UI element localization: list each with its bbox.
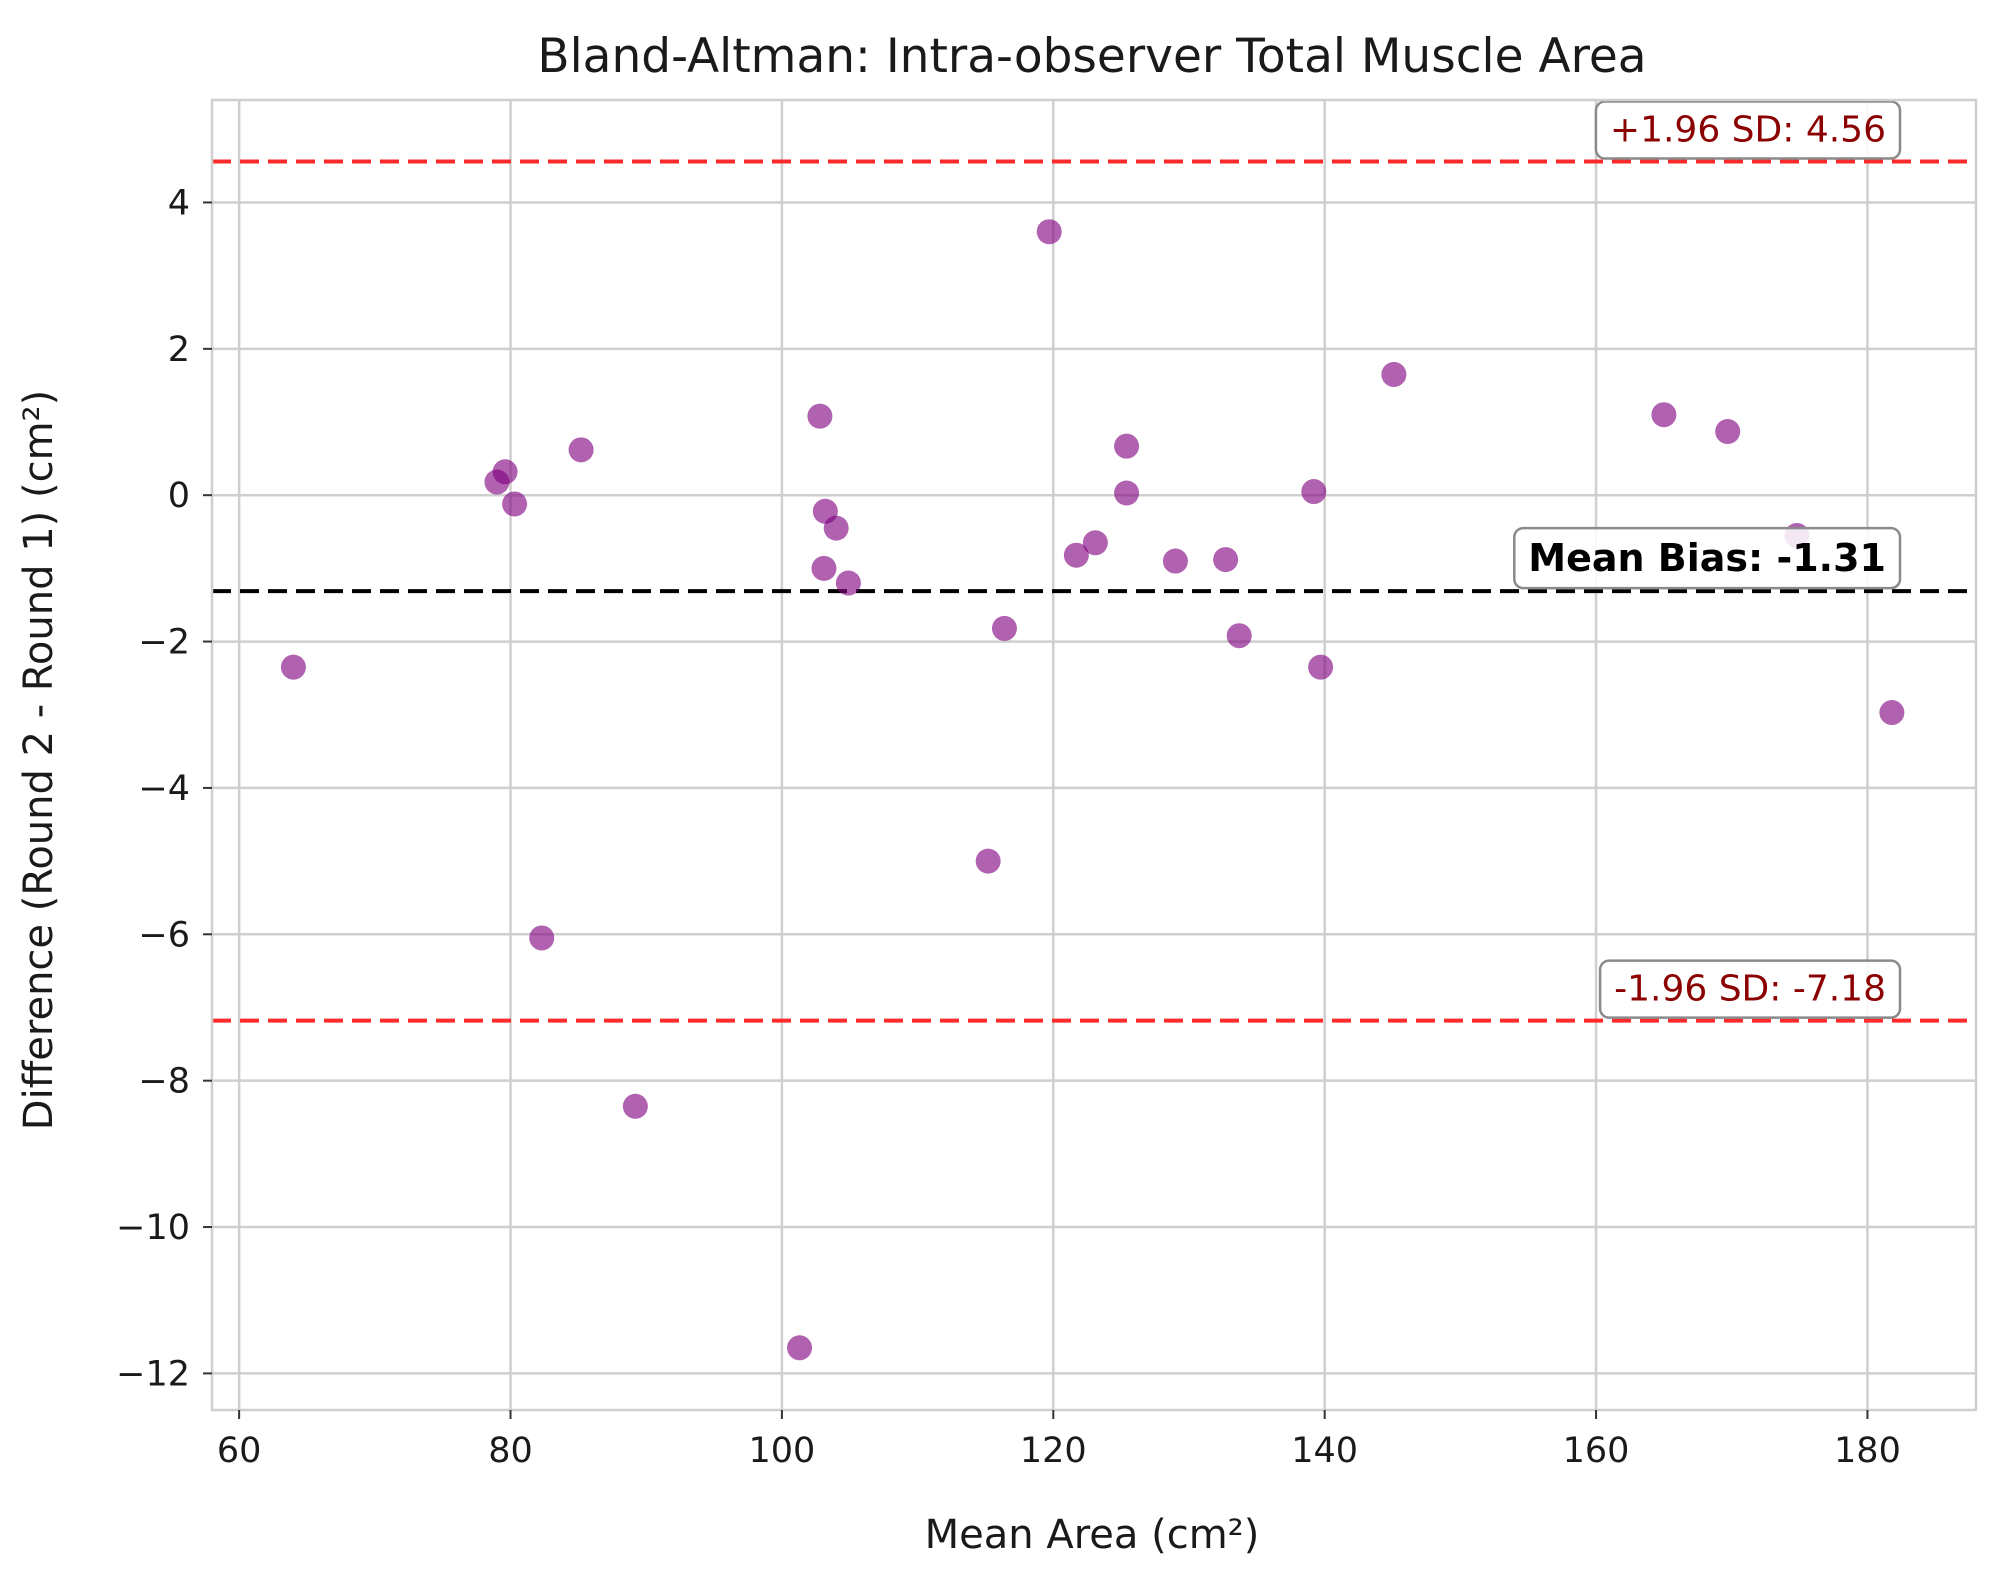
x-tick-label: 100 [749, 1431, 816, 1471]
plot-frame [210, 98, 1978, 1412]
data-point [823, 515, 849, 541]
y-tick-label: 0 [168, 476, 190, 516]
data-point [1308, 654, 1334, 680]
data-point [975, 848, 1001, 874]
y-tick-label: 2 [168, 330, 190, 370]
y-tick-label: −4 [138, 769, 190, 809]
data-point [1715, 419, 1741, 445]
y-tick-label: −12 [116, 1354, 190, 1394]
data-point [568, 437, 594, 463]
x-tick-label: 180 [1834, 1431, 1901, 1471]
x-axis-label: Mean Area (cm²) [925, 1512, 1260, 1558]
mean-bias-label-box [1513, 526, 1902, 590]
y-tick-label: −6 [138, 915, 190, 955]
data-point [811, 555, 837, 581]
axis-ticks: 60 80 100 120 140 160 180 4 2 0 −2 −4 −6 −8 −10 −12 [116, 183, 1901, 1471]
lower-limit-label-group: -1.96 SD: -7.18 [1598, 959, 1902, 1019]
data-point [835, 570, 861, 596]
grid [212, 100, 1976, 1410]
y-tick-label: −2 [138, 623, 190, 663]
data-point [1213, 547, 1239, 573]
mean-bias-label: Mean Bias: -1.31 [1528, 536, 1886, 580]
x-tick-label: 120 [1020, 1431, 1087, 1471]
x-tick-label: 140 [1291, 1431, 1358, 1471]
data-point [1114, 433, 1140, 459]
data-point [1063, 542, 1089, 568]
data-point [991, 615, 1017, 641]
y-axis-label: Difference (Round 2 - Round 1) (cm²) [16, 390, 62, 1130]
data-point [1879, 700, 1905, 726]
data-point [280, 654, 306, 680]
data-point [787, 1335, 813, 1361]
data-point [1381, 361, 1407, 387]
x-tick-label: 80 [488, 1431, 533, 1471]
upper-limit-label-box [1594, 100, 1902, 160]
data-point [807, 403, 833, 429]
y-tick-label: −10 [116, 1208, 190, 1248]
lower-limit-label-box [1598, 959, 1902, 1019]
lower-limit-label: -1.96 SD: -7.18 [1614, 969, 1886, 1010]
data-point [502, 491, 528, 517]
data-point [1162, 548, 1188, 574]
upper-limit-label-group: +1.96 SD: 4.56 [1594, 100, 1902, 160]
y-tick-label: 4 [168, 183, 190, 223]
data-point [529, 925, 555, 951]
x-tick-label: 60 [217, 1431, 262, 1471]
upper-limit-label: +1.96 SD: 4.56 [1610, 109, 1886, 150]
data-point [1651, 402, 1677, 428]
data-point [492, 459, 518, 485]
annotations: +1.96 SD: 4.56 Mean Bias: -1.31 -1.96 SD: … [1513, 100, 1902, 1019]
data-point [622, 1093, 648, 1119]
mean-bias-label-group: Mean Bias: -1.31 [1513, 526, 1902, 590]
data-point [1036, 219, 1062, 245]
y-tick-label: −8 [138, 1062, 190, 1102]
data-point [1082, 530, 1108, 556]
data-point [1226, 623, 1252, 649]
x-tick-label: 160 [1563, 1431, 1630, 1471]
reference-lines [212, 159, 1976, 1023]
data-point [1114, 480, 1140, 506]
chart-title: Bland-Altman: Intra-observer Total Muscl… [537, 29, 1646, 84]
data-point [1301, 479, 1327, 505]
